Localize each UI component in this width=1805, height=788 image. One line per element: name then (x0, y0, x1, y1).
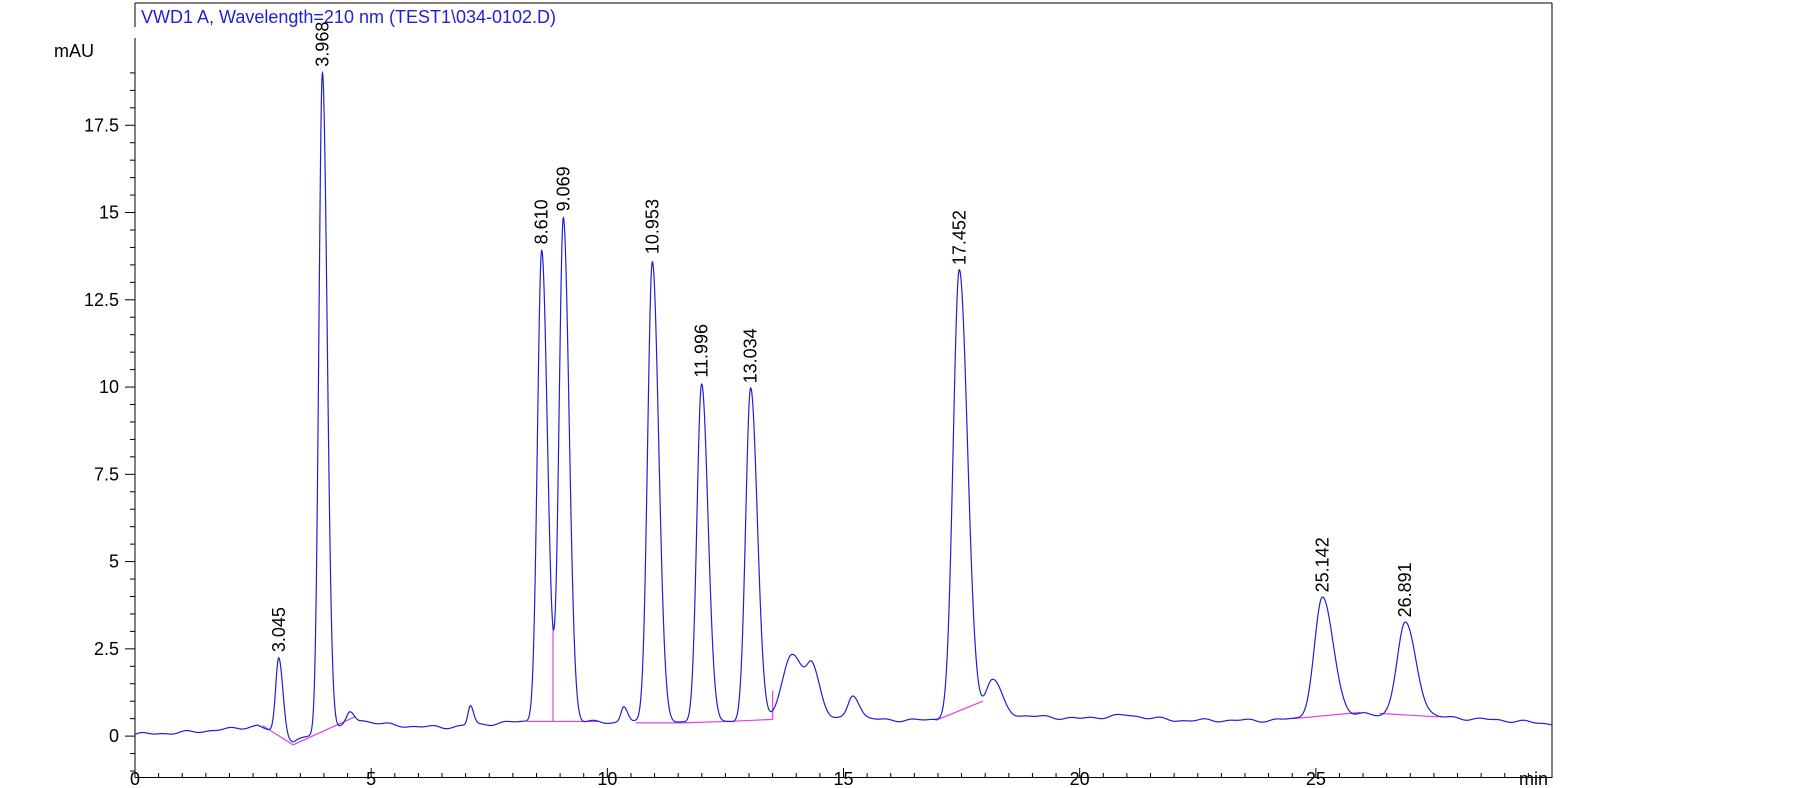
baseline-segment (1292, 711, 1361, 720)
chart-title: VWD1 A, Wavelength=210 nm (TEST1\034-010… (141, 7, 556, 27)
peak-label: 10.953 (642, 199, 662, 254)
axes-group: 0 2.5 5 7.5 10 12.5 15 17.5 0 5 10 15 20 25 (84, 38, 1552, 788)
peak-label: 9.069 (553, 166, 573, 211)
y-tick-label: 12.5 (84, 290, 119, 310)
x-tick-label: 20 (1070, 769, 1090, 788)
x-tick-label: 15 (833, 769, 853, 788)
y-axis-unit-label: mAU (54, 41, 94, 61)
y-tick-label: 17.5 (84, 115, 119, 135)
integration-baselines (262, 624, 1439, 746)
y-tick-label: 10 (99, 377, 119, 397)
baseline-segment (680, 720, 728, 724)
peak-label: 13.034 (741, 328, 761, 383)
baseline-segment (935, 700, 984, 721)
peak-label: 17.452 (949, 210, 969, 265)
y-tick-label: 2.5 (94, 639, 119, 659)
peak-label: 26.891 (1395, 562, 1415, 617)
y-tick-label: 5 (109, 552, 119, 572)
peak-label: 8.610 (532, 199, 552, 244)
baseline-segment (292, 716, 355, 746)
peak-label: 3.045 (269, 607, 289, 652)
peak-label: 3.968 (312, 22, 332, 67)
baseline-segment (1379, 712, 1439, 718)
x-tick-label: 0 (130, 769, 140, 788)
x-axis-unit-label: min (1519, 769, 1548, 788)
y-tick-label: 0 (109, 726, 119, 746)
signal-trace (134, 71, 1553, 743)
x-tick-label: 25 (1306, 769, 1326, 788)
x-tick-label: 10 (597, 769, 617, 788)
peak-label: 11.996 (692, 324, 712, 378)
y-tick-label: 15 (99, 203, 119, 223)
peak-label: 25.142 (1313, 537, 1333, 592)
x-tick-label: 5 (366, 769, 376, 788)
baseline-segment (727, 718, 773, 723)
y-tick-label: 7.5 (94, 464, 119, 484)
